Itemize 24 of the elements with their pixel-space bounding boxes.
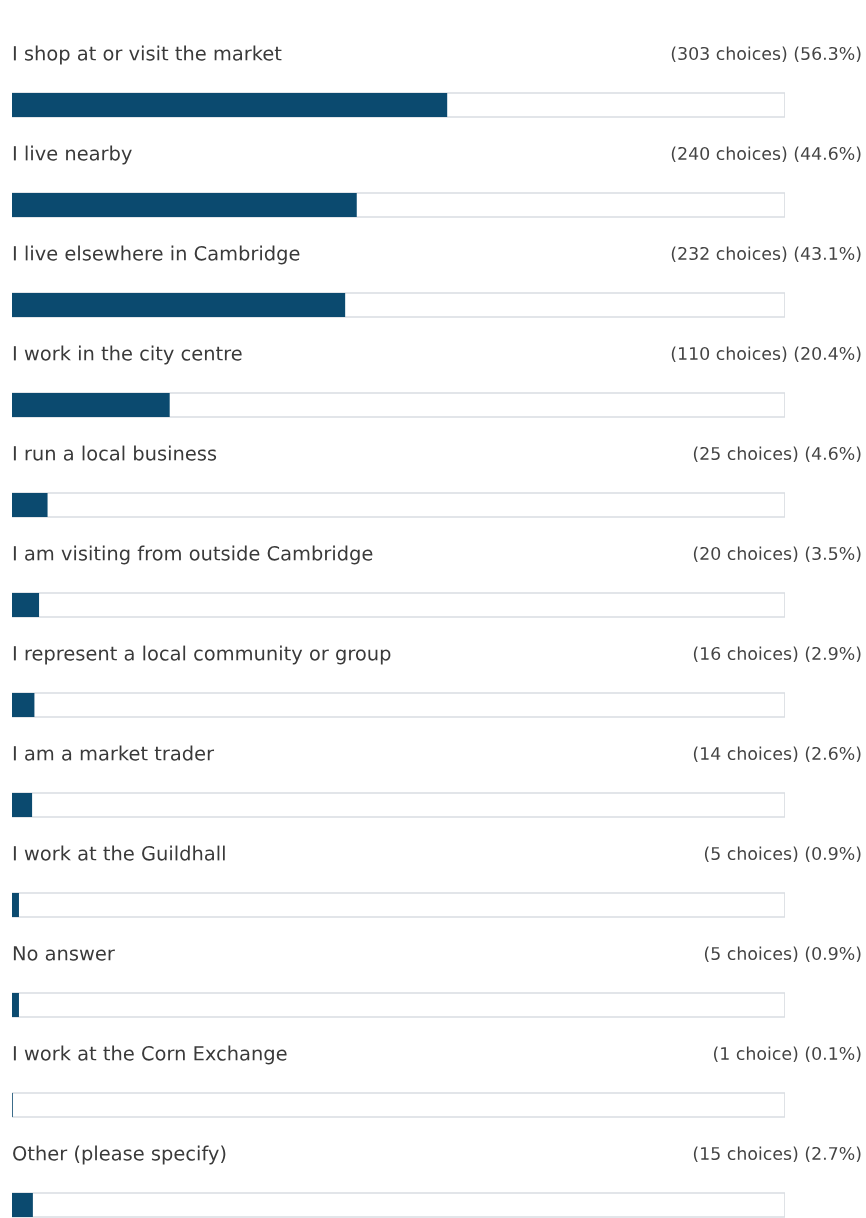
y-tick-label: I am a market trader [13, 745, 215, 761]
y-tick-label: I represent a local community or group [13, 645, 391, 665]
data-label: (303 choices) (56.3%) [671, 46, 861, 63]
data-label: (5 choices) (0.9%) [704, 846, 861, 863]
y-tick-label: No answer [13, 946, 115, 961]
data-label: (20 choices) (3.5%) [693, 546, 861, 563]
y-tick-label: I shop at or visit the market [13, 45, 282, 65]
y-tick-label: Other (please specify) [13, 1145, 226, 1165]
data-label: (240 choices) (44.6%) [671, 146, 861, 163]
y-tick-label: I live elsewhere in Cambridge [13, 245, 300, 265]
data-label: (232 choices) (43.1%) [671, 246, 861, 263]
y-tick-label: I work in the city centre [13, 345, 242, 365]
data-label: (1 choice) (0.1%) [713, 1046, 861, 1063]
y-tick-label: I live nearby [13, 145, 132, 165]
data-label: (15 choices) (2.7%) [693, 1146, 861, 1163]
data-label: (25 choices) (4.6%) [693, 446, 861, 463]
y-tick-label: I work at the Corn Exchange [13, 1045, 287, 1065]
y-tick-label: I work at the Guildhall [13, 845, 225, 861]
y-tick-label: I am visiting from outside Cambridge [13, 545, 373, 565]
y-tick-label: I run a local business [13, 445, 217, 461]
data-label: (16 choices) (2.9%) [693, 646, 861, 663]
data-label: (5 choices) (0.9%) [704, 946, 861, 963]
data-label: (110 choices) (20.4%) [671, 346, 861, 363]
data-label: (14 choices) (2.6%) [693, 746, 861, 763]
